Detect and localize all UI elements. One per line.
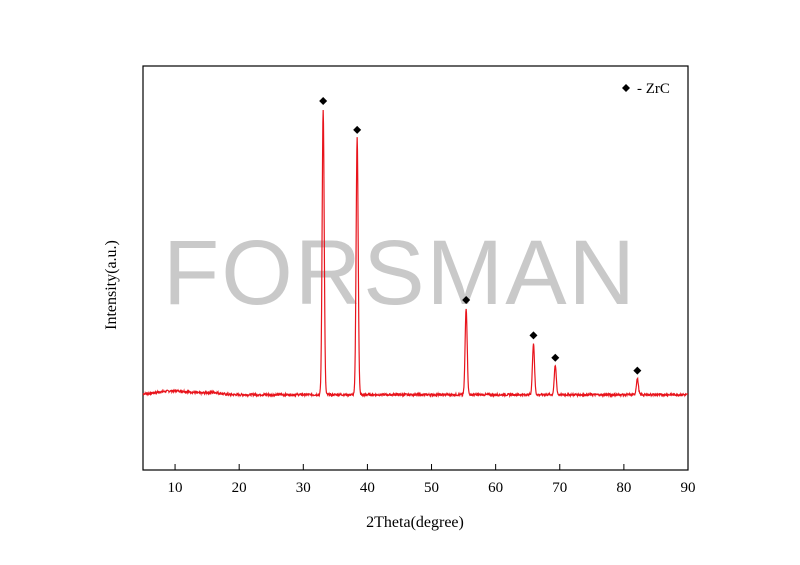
plot-frame [142,65,689,471]
legend-diamond-icon [622,84,630,92]
x-axis-title: 2Theta(degree) [366,514,464,531]
x-axis-ticks [174,464,689,470]
peak-diamond-marker [462,296,471,305]
legend: - ZrC [622,81,670,97]
x-tick-label: 40 [360,480,375,496]
x-tick-label: 90 [681,480,696,496]
x-tick-label: 50 [424,480,439,496]
x-tick-label: 20 [232,480,247,496]
x-tick-label: 60 [488,480,503,496]
series-line [142,109,688,399]
peak-diamond-marker [551,353,560,362]
watermark-text: FORSMAN [163,222,637,324]
x-axis-tick-labels: 10 20 30 40 50 60 70 80 90 [168,480,696,496]
x-tick-label: 70 [552,480,567,496]
x-tick-label: 10 [168,480,183,496]
peak-diamond-marker [633,366,642,375]
peak-diamond-marker [353,125,362,134]
y-axis-title: Intensity(a.u.) [103,240,120,330]
legend-label: - ZrC [637,81,670,97]
peak-markers [319,97,642,375]
peak-diamond-marker [319,97,328,105]
x-tick-label: 30 [296,480,311,496]
peak-diamond-marker [529,331,538,340]
x-tick-label: 80 [616,480,631,496]
